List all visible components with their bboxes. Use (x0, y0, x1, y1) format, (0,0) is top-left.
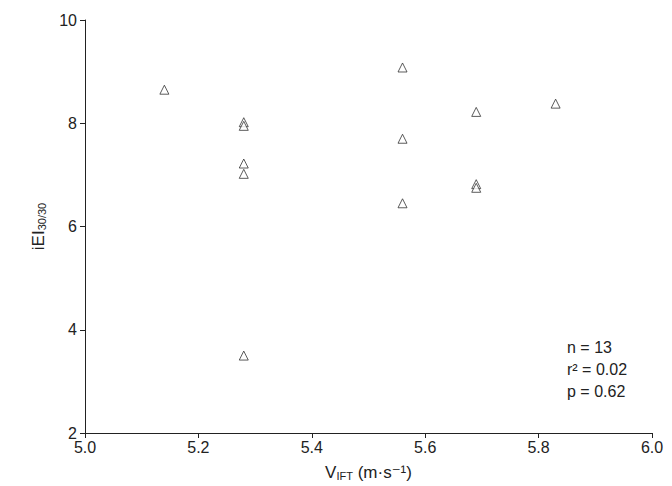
svg-text:8: 8 (68, 115, 77, 132)
svg-text:30/30: 30/30 (36, 203, 48, 231)
svg-text:5.2: 5.2 (187, 439, 209, 456)
svg-text:5.4: 5.4 (301, 439, 323, 456)
svg-text:r² = 0.02: r² = 0.02 (567, 361, 627, 378)
svg-text:n = 13: n = 13 (567, 339, 612, 356)
svg-text:(m·s⁻¹): (m·s⁻¹) (353, 463, 412, 482)
svg-text:6: 6 (68, 218, 77, 235)
svg-text:5.6: 5.6 (414, 439, 436, 456)
svg-text:5.0: 5.0 (74, 439, 96, 456)
svg-text:5.8: 5.8 (527, 439, 549, 456)
svg-text:4: 4 (68, 321, 77, 338)
svg-text:2: 2 (68, 424, 77, 442)
svg-text:IFT: IFT (336, 470, 353, 482)
svg-text:10: 10 (59, 12, 77, 29)
svg-text:p = 0.62: p = 0.62 (567, 383, 625, 400)
svg-text:V: V (325, 463, 337, 482)
svg-text:iEI: iEI (29, 230, 48, 250)
svg-text:6.0: 6.0 (641, 439, 663, 456)
